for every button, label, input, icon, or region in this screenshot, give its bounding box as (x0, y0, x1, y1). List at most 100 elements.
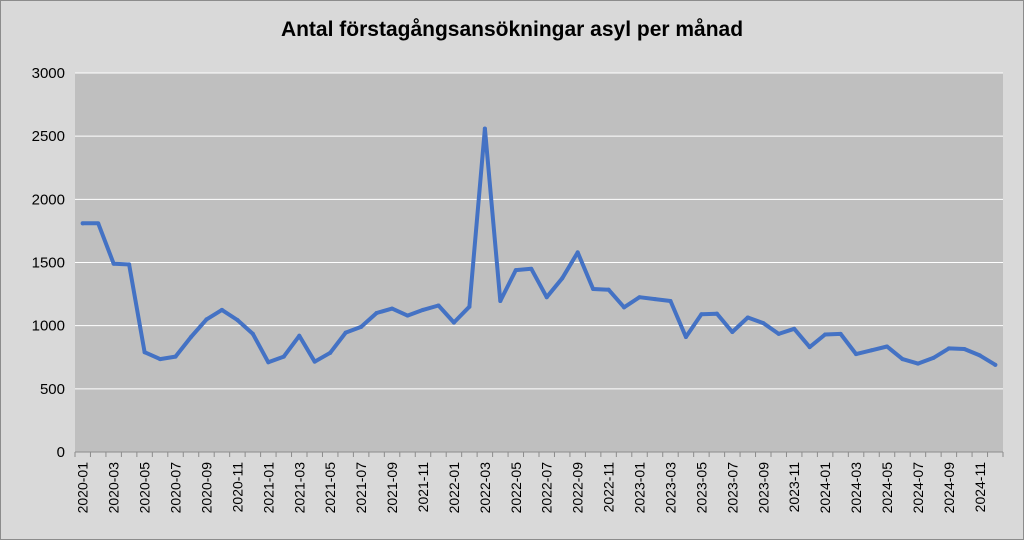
data-point (127, 262, 132, 267)
x-tick-label: 2022-03 (477, 462, 493, 514)
data-point (823, 332, 828, 337)
x-tick-label: 2021-09 (384, 462, 400, 514)
y-tick-label: 1500 (32, 255, 65, 272)
x-tick-label: 2021-05 (322, 462, 338, 514)
data-point (235, 317, 240, 322)
data-point (359, 324, 364, 329)
y-tick-label: 3000 (32, 65, 65, 82)
chart-title: Antal förstagångsansökningar asyl per må… (280, 18, 744, 41)
data-point (745, 315, 750, 320)
data-point (390, 306, 395, 311)
data-point (219, 307, 224, 312)
data-point (204, 317, 209, 322)
data-point (807, 345, 812, 350)
data-point (498, 299, 503, 304)
data-point (250, 331, 255, 336)
data-point (977, 353, 982, 358)
data-point (730, 329, 735, 334)
y-tick-label: 2500 (32, 128, 65, 145)
x-tick-label: 2020-07 (168, 462, 184, 514)
data-point (544, 295, 549, 300)
data-point (142, 350, 147, 355)
x-tick-label: 2022-09 (570, 462, 586, 514)
x-tick-label: 2021-03 (291, 462, 307, 514)
data-point (451, 320, 456, 325)
data-point (653, 297, 657, 302)
data-point (405, 313, 410, 318)
data-point (792, 326, 797, 331)
data-point (297, 333, 302, 338)
series-line (80, 126, 998, 367)
data-point (173, 354, 178, 359)
y-axis-ticks: 0 500 1000 1500 2000 2500 3000 (32, 65, 65, 461)
data-point (467, 304, 472, 309)
data-point (931, 355, 936, 360)
data-point (900, 357, 905, 362)
data-point (575, 250, 580, 255)
x-tick-label: 2024-05 (879, 462, 895, 514)
data-point (962, 347, 967, 352)
x-tick-label: 2024-07 (910, 462, 926, 514)
data-point (714, 311, 719, 316)
data-point (885, 344, 889, 349)
x-tick-label: 2020-09 (198, 462, 214, 514)
data-point (668, 299, 673, 304)
x-tick-label: 2021-01 (260, 462, 276, 514)
y-tick-label: 500 (40, 381, 65, 398)
data-point (683, 335, 688, 340)
data-point (189, 335, 193, 340)
x-tick-label: 2023-09 (755, 462, 771, 514)
data-point (111, 261, 116, 266)
x-tick-label: 2024-01 (817, 462, 833, 514)
data-point (328, 350, 333, 355)
gridlines (75, 72, 1003, 390)
x-tick-label: 2020-01 (75, 462, 91, 514)
data-point (529, 266, 534, 271)
data-point (993, 362, 998, 367)
x-tick-label: 2021-07 (353, 462, 369, 514)
data-points (80, 126, 998, 367)
x-axis (74, 451, 1004, 457)
x-tick-label: 2022-07 (539, 462, 555, 514)
data-point (869, 348, 874, 353)
data-point (915, 361, 920, 366)
x-tick-label: 2022-05 (508, 462, 524, 514)
data-point (158, 357, 163, 362)
x-tick-label: 2020-05 (137, 462, 153, 514)
data-point (513, 268, 518, 273)
x-tick-label: 2024-09 (941, 462, 957, 514)
data-point (312, 359, 317, 364)
x-tick-label: 2024-11 (972, 462, 988, 513)
x-tick-label: 2023-03 (662, 462, 678, 514)
data-point (606, 287, 611, 292)
data-point (96, 221, 101, 226)
data-point (374, 311, 379, 316)
x-tick-label: 2023-11 (786, 462, 802, 513)
y-tick-label: 2000 (32, 191, 65, 208)
data-point (699, 312, 704, 317)
x-tick-label: 2020-03 (106, 462, 122, 514)
x-tick-label: 2023-01 (632, 462, 648, 514)
x-tick-label: 2022-11 (601, 462, 617, 513)
x-tick-label: 2023-05 (693, 462, 709, 514)
x-tick-label: 2022-01 (446, 462, 462, 514)
data-point (776, 331, 781, 336)
x-tick-label: 2021-11 (415, 462, 431, 513)
data-point (436, 303, 441, 308)
y-tick-label: 0 (57, 444, 65, 461)
data-point (591, 287, 596, 292)
data-point (637, 295, 642, 300)
data-point (482, 126, 487, 131)
x-tick-label: 2024-03 (848, 462, 864, 514)
data-point (854, 352, 859, 357)
x-tick-label: 2023-07 (724, 462, 740, 514)
data-point (946, 346, 951, 351)
data-point (560, 276, 565, 281)
y-tick-label: 1000 (32, 318, 65, 335)
data-point (266, 360, 271, 365)
x-tick-label: 2020-11 (229, 462, 245, 513)
data-point (622, 305, 627, 310)
x-axis-ticks: 2020-01 2020-03 2020-05 2020-07 2020-09 2020-… (75, 462, 988, 514)
data-point (421, 307, 425, 312)
